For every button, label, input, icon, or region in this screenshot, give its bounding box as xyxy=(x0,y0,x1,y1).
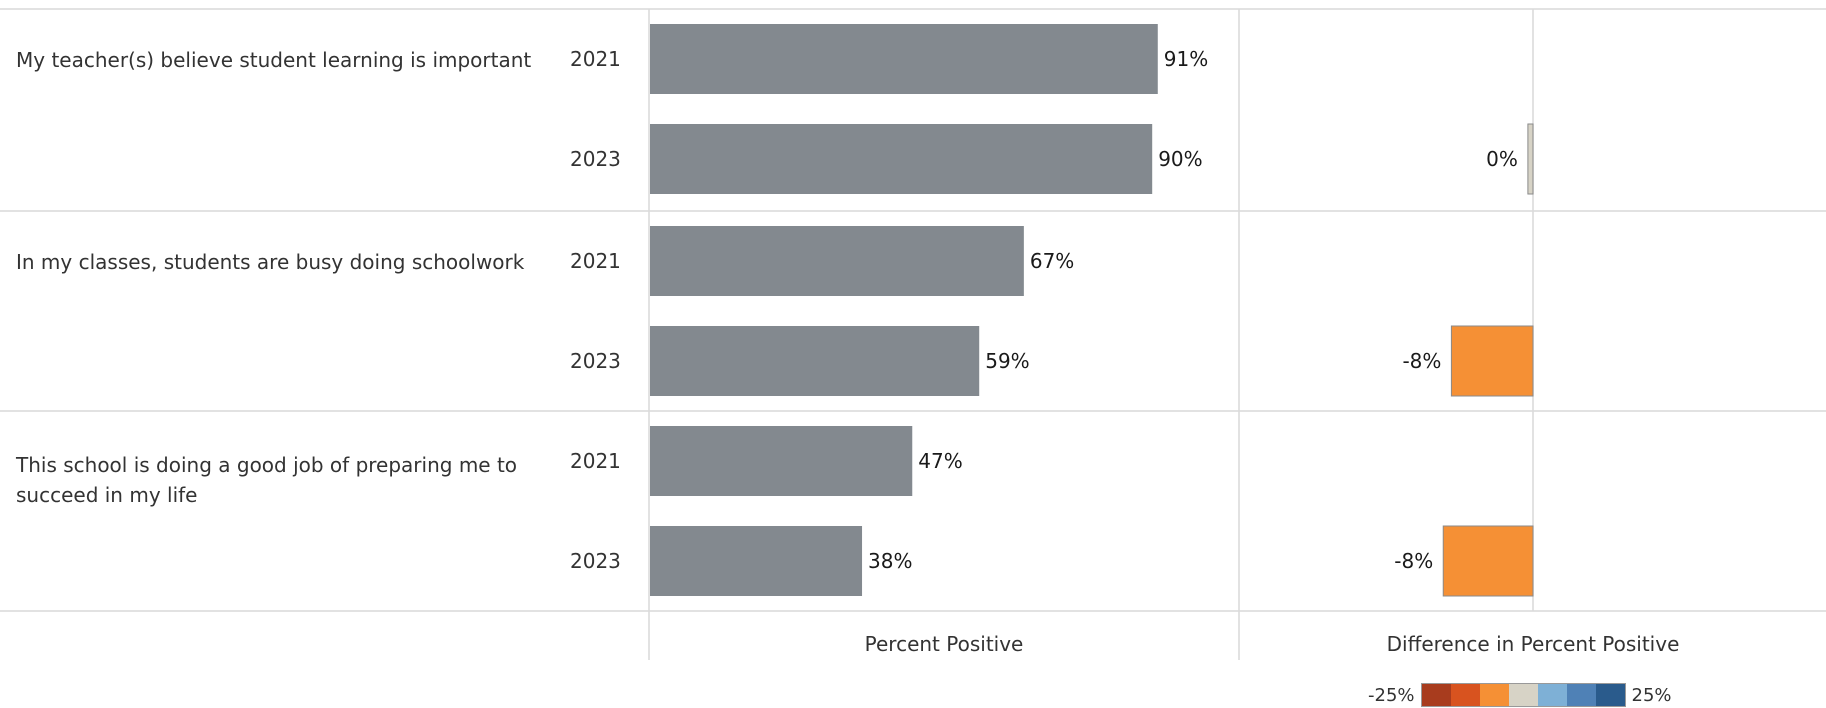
legend-swatch xyxy=(1450,684,1480,706)
percent-positive-value-label: 47% xyxy=(918,449,962,473)
difference-bar xyxy=(1450,325,1534,397)
legend-swatch xyxy=(1421,684,1451,706)
legend-min-label: -25% xyxy=(1368,684,1415,706)
year-label: 2021 xyxy=(570,249,621,273)
legend-swatch xyxy=(1479,684,1509,706)
legend-max-label: 25% xyxy=(1631,684,1672,706)
year-label: 2023 xyxy=(570,549,621,573)
year-label: 2023 xyxy=(570,147,621,171)
percent-positive-bar xyxy=(650,326,980,396)
percent-positive-bar xyxy=(650,24,1158,94)
percent-positive-value-label: 91% xyxy=(1164,47,1208,71)
x-axis-title-difference: Difference in Percent Positive xyxy=(1386,632,1680,656)
difference-bar xyxy=(1527,123,1534,195)
percent-positive-bar xyxy=(650,426,913,496)
difference-value-label: 0% xyxy=(1486,147,1518,171)
year-label: 2023 xyxy=(570,349,621,373)
year-label: 2021 xyxy=(570,449,621,473)
year-label: 2021 xyxy=(570,47,621,71)
percent-positive-value-label: 59% xyxy=(985,349,1029,373)
difference-value-label: -8% xyxy=(1394,549,1433,573)
legend-color-ramp xyxy=(1420,683,1626,707)
percent-positive-bar xyxy=(650,526,863,596)
difference-bar xyxy=(1442,525,1534,597)
legend-swatch xyxy=(1508,684,1538,706)
percent-positive-bar xyxy=(650,226,1024,296)
difference-value-label: -8% xyxy=(1402,349,1441,373)
legend-swatch xyxy=(1595,684,1625,706)
percent-positive-value-label: 67% xyxy=(1030,249,1074,273)
color-legend: -25% 25% xyxy=(1368,682,1672,708)
percent-positive-value-label: 90% xyxy=(1158,147,1202,171)
question-label: In my classes, students are busy doing s… xyxy=(16,250,525,274)
question-label: This school is doing a good job of prepa… xyxy=(16,453,518,507)
legend-swatch xyxy=(1566,684,1596,706)
percent-positive-value-label: 38% xyxy=(868,549,912,573)
percent-positive-bar xyxy=(650,124,1153,194)
question-label: My teacher(s) believe student learning i… xyxy=(16,48,532,72)
x-axis-title-percent-positive: Percent Positive xyxy=(864,632,1024,656)
legend-swatch xyxy=(1537,684,1567,706)
